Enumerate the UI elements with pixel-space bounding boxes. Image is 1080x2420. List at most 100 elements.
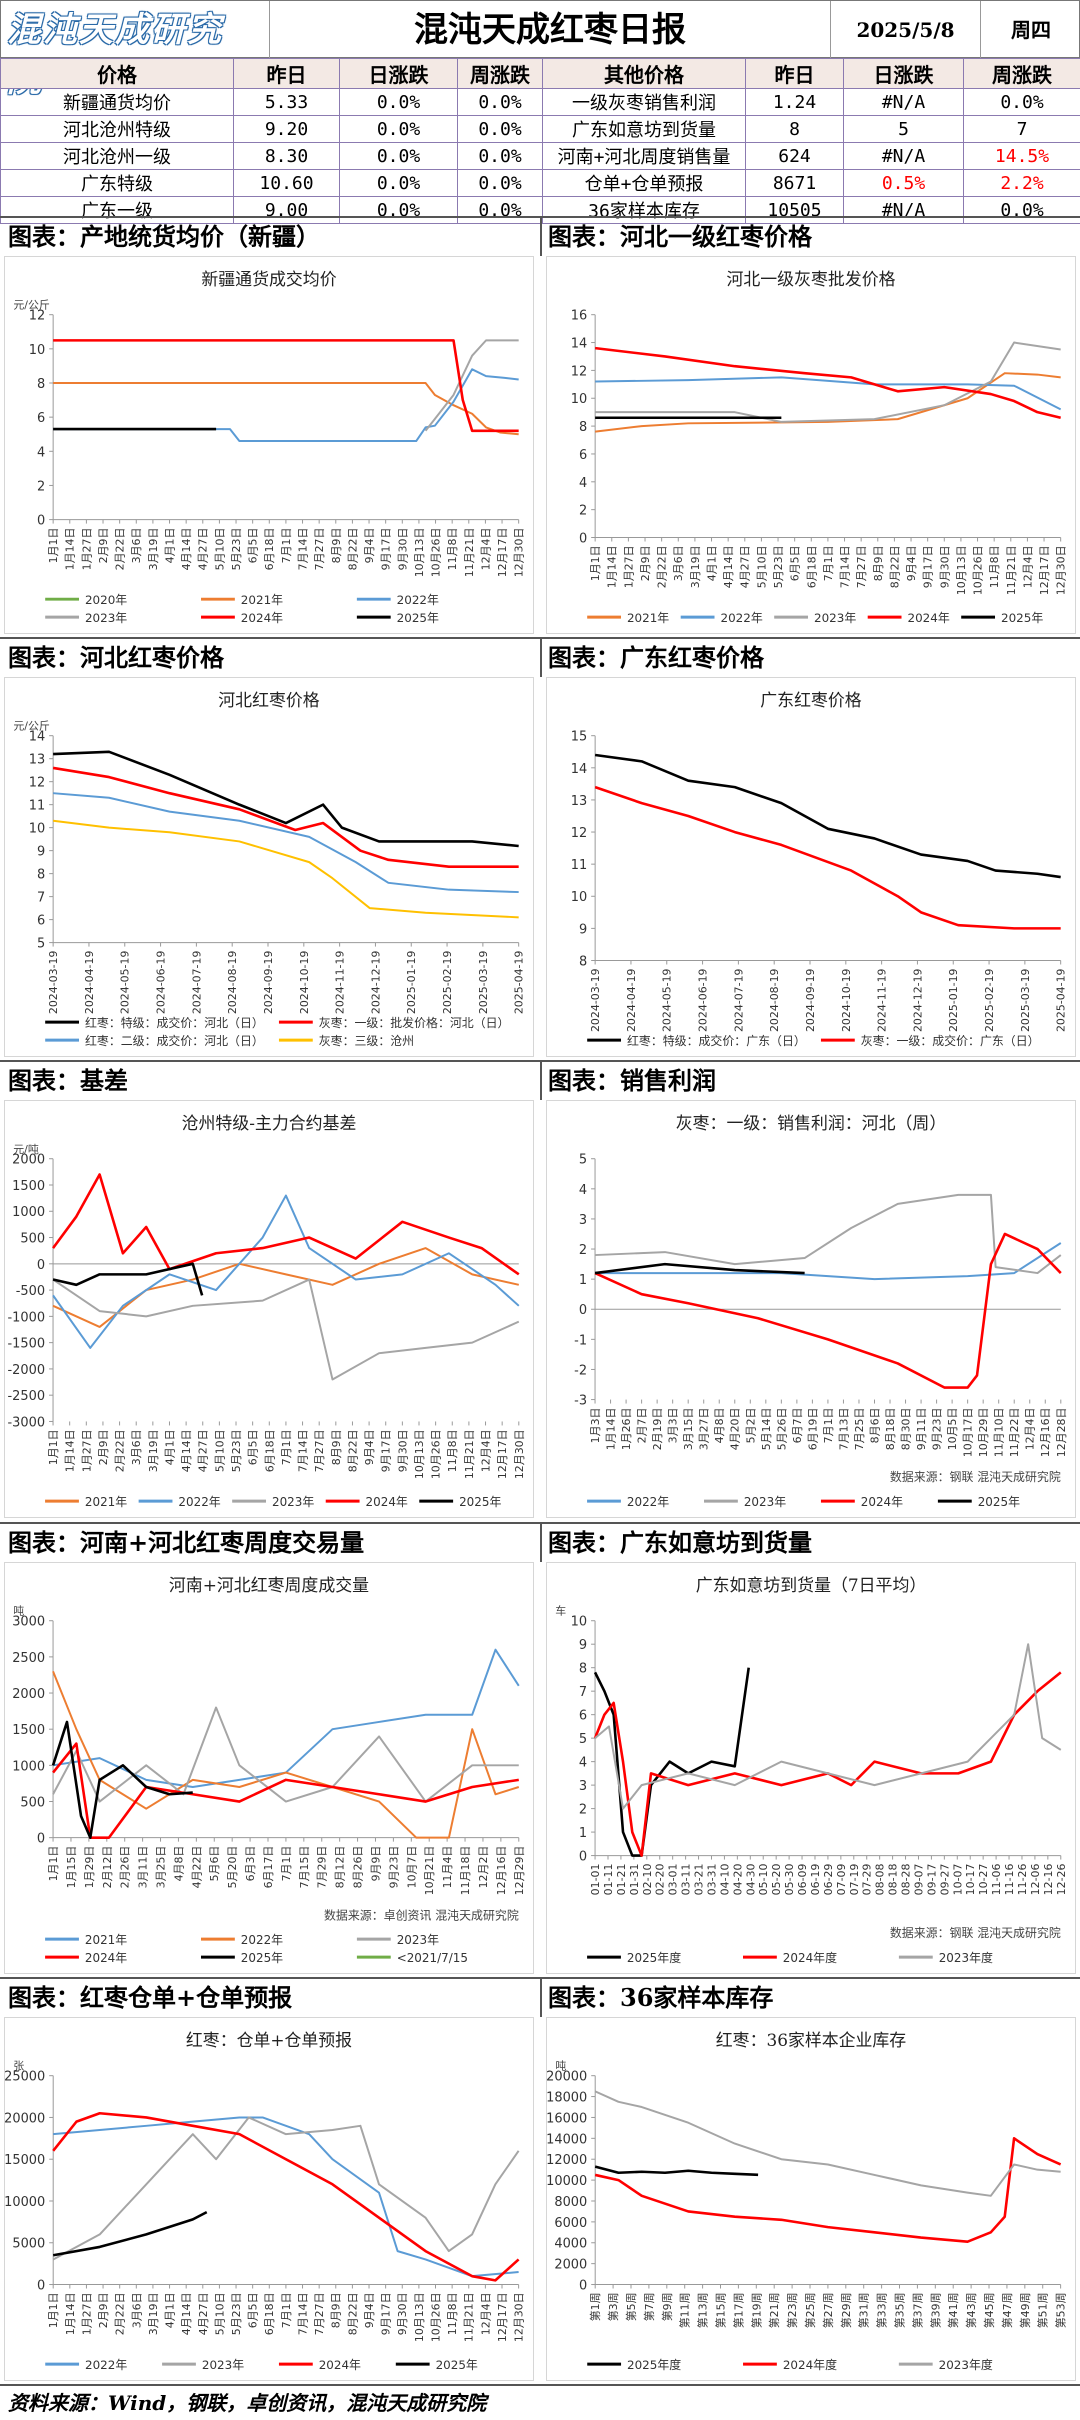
y-tick-label: 1 — [579, 1273, 587, 1288]
x-tick-label: 12-16 — [1042, 1864, 1055, 1896]
x-tick-label: 8月9日 — [330, 1429, 343, 1465]
x-tick-label: 7月27日 — [855, 545, 868, 588]
x-tick-label: 7月13日 — [837, 1408, 850, 1451]
x-tick-label: 2月7日 — [636, 1408, 649, 1444]
x-tick-label: 6月5日 — [247, 2292, 260, 2328]
x-tick-label: 7月27日 — [313, 528, 326, 571]
x-tick-label: 11月10日 — [993, 1408, 1006, 1458]
x-tick-label: 2024-03-19 — [47, 951, 60, 1015]
legend-label: 2024年度 — [783, 2358, 837, 2372]
x-tick-label: 2024-04-19 — [83, 951, 96, 1015]
x-tick-label: 02-20 — [654, 1864, 667, 1896]
legend-label: 灰枣：一级：批发价格：河北（日） — [319, 1016, 510, 1030]
y-tick-label: 8 — [579, 1662, 587, 1677]
table-cell: 仓单+仓单预报 — [543, 170, 746, 197]
x-tick-label: 1月1日 — [47, 1429, 60, 1465]
y-tick-label: -1000 — [8, 1310, 46, 1325]
x-tick-label: 3月25日 — [155, 1846, 168, 1889]
x-tick-label: 2025-03-19 — [1019, 968, 1032, 1032]
x-tick-label: 第27周 — [821, 2292, 835, 2328]
legend-label: 2025年度 — [627, 2358, 681, 2372]
x-tick-label: 4月14日 — [722, 545, 735, 588]
x-tick-label: 1月14日 — [64, 1429, 77, 1472]
x-tick-label: 第7周 — [642, 2292, 656, 2321]
x-tick-label: 8月12日 — [334, 1846, 347, 1889]
x-tick-label: 08-28 — [900, 1864, 913, 1896]
x-tick-label: 3月6日 — [130, 2292, 143, 2328]
x-tick-label: 06-29 — [822, 1864, 835, 1896]
x-tick-label: 7月1日 — [280, 2292, 293, 2328]
x-tick-label: 7月29日 — [316, 1846, 329, 1889]
x-tick-label: 05-20 — [770, 1864, 783, 1896]
x-tick-label: 第29周 — [839, 2292, 853, 2328]
legend-label: 2022年 — [178, 1495, 220, 1509]
report-date: 2025/5/8 — [831, 1, 981, 59]
y-tick-label: 6 — [37, 411, 45, 426]
y-tick-label: -500 — [16, 1284, 45, 1299]
x-tick-label: 2月9日 — [639, 545, 652, 581]
chart-svg: 沧州特级-主力合约基差元/吨2000150010005000-500-1000-… — [5, 1101, 533, 1517]
legend-label: 2022年 — [397, 593, 439, 607]
series-line-0 — [595, 2167, 758, 2175]
data-source-note: 数据来源：钢联 混沌天成研究院 — [890, 1469, 1061, 1484]
y-tick-label: 5 — [579, 1732, 587, 1747]
x-tick-label: 5月23日 — [230, 1429, 243, 1472]
x-tick-label: 8月30日 — [900, 1408, 913, 1451]
x-tick-label: 3月15日 — [682, 1408, 695, 1451]
x-tick-label: 2月22日 — [114, 2292, 127, 2335]
x-tick-label: 3月19日 — [147, 528, 160, 571]
x-tick-label: 03-31 — [705, 1864, 718, 1896]
x-tick-label: 第37周 — [910, 2292, 924, 2328]
x-tick-label: 3月6日 — [130, 1429, 143, 1465]
x-tick-label: 7月14日 — [297, 1429, 310, 1472]
x-tick-label: 9月9日 — [369, 1846, 382, 1882]
x-tick-label: 9月4日 — [363, 2292, 376, 2328]
x-tick-label: 9月30日 — [396, 2292, 409, 2335]
x-tick-label: 1月27日 — [622, 545, 635, 588]
table-cell: 0.0% — [458, 170, 543, 197]
x-tick-label: 6月5日 — [247, 528, 260, 564]
x-tick-label: 9月4日 — [363, 1429, 376, 1465]
x-tick-label: 4月1日 — [706, 545, 719, 581]
x-tick-label: 3月6日 — [130, 528, 143, 564]
x-tick-label: 10月26日 — [430, 528, 443, 578]
x-tick-label: 12月4日 — [479, 2292, 492, 2335]
x-tick-label: 2024-10-19 — [298, 951, 311, 1015]
y-tick-label: 2 — [579, 1243, 587, 1258]
legend-label: 2024年 — [319, 2358, 361, 2372]
section-title-left: 图表：河北红枣价格 — [8, 639, 224, 677]
x-tick-label: 8月22日 — [888, 545, 901, 588]
series-line-2 — [595, 2091, 1060, 2195]
y-tick-label: 1500 — [12, 1723, 45, 1738]
x-tick-label: 1月27日 — [80, 528, 93, 571]
x-tick-label: 2月9日 — [97, 528, 110, 564]
y-tick-label: 7 — [579, 1685, 587, 1700]
x-tick-label: 7月15日 — [298, 1846, 311, 1889]
legend-label: 红枣：二级：成交价：河北（日） — [85, 1034, 264, 1048]
y-tick-label: 6000 — [554, 2216, 587, 2231]
x-tick-label: 9月30日 — [938, 545, 951, 588]
x-tick-label: 2月22日 — [114, 1429, 127, 1472]
x-tick-label: 11月8日 — [446, 1429, 459, 1472]
series-line-3 — [53, 821, 519, 918]
y-tick-label: 8 — [37, 868, 45, 883]
legend-label: 2023年 — [85, 611, 127, 625]
legend-label: 2025年 — [397, 611, 439, 625]
x-tick-label: 4月8日 — [713, 1408, 726, 1444]
legend-label: 2020年 — [85, 593, 127, 607]
x-tick-label: 1月14日 — [64, 2292, 77, 2335]
x-tick-label: 07-09 — [835, 1864, 848, 1896]
x-tick-label: 7月25日 — [853, 1408, 866, 1451]
x-tick-label: 10-07 — [951, 1864, 964, 1896]
section-title-left: 图表：河南+河北红枣周度交易量 — [8, 1524, 364, 1562]
legend-label: <2021/7/15 — [397, 1951, 468, 1965]
x-tick-label: 12-06 — [1029, 1864, 1042, 1896]
x-tick-label: 11-06 — [990, 1864, 1003, 1896]
legend-label: 2024年 — [861, 1495, 903, 1509]
x-tick-label: 3月27日 — [698, 1408, 711, 1451]
x-tick-label: 07-19 — [848, 1864, 861, 1896]
chart-svg: 红枣：仓单+仓单预报张25000200001500010000500001月1日… — [5, 2018, 533, 2380]
chart-title: 广东红枣价格 — [760, 690, 862, 710]
legend-label: 2025年 — [459, 1495, 501, 1509]
x-tick-label: 第13周 — [696, 2292, 710, 2328]
